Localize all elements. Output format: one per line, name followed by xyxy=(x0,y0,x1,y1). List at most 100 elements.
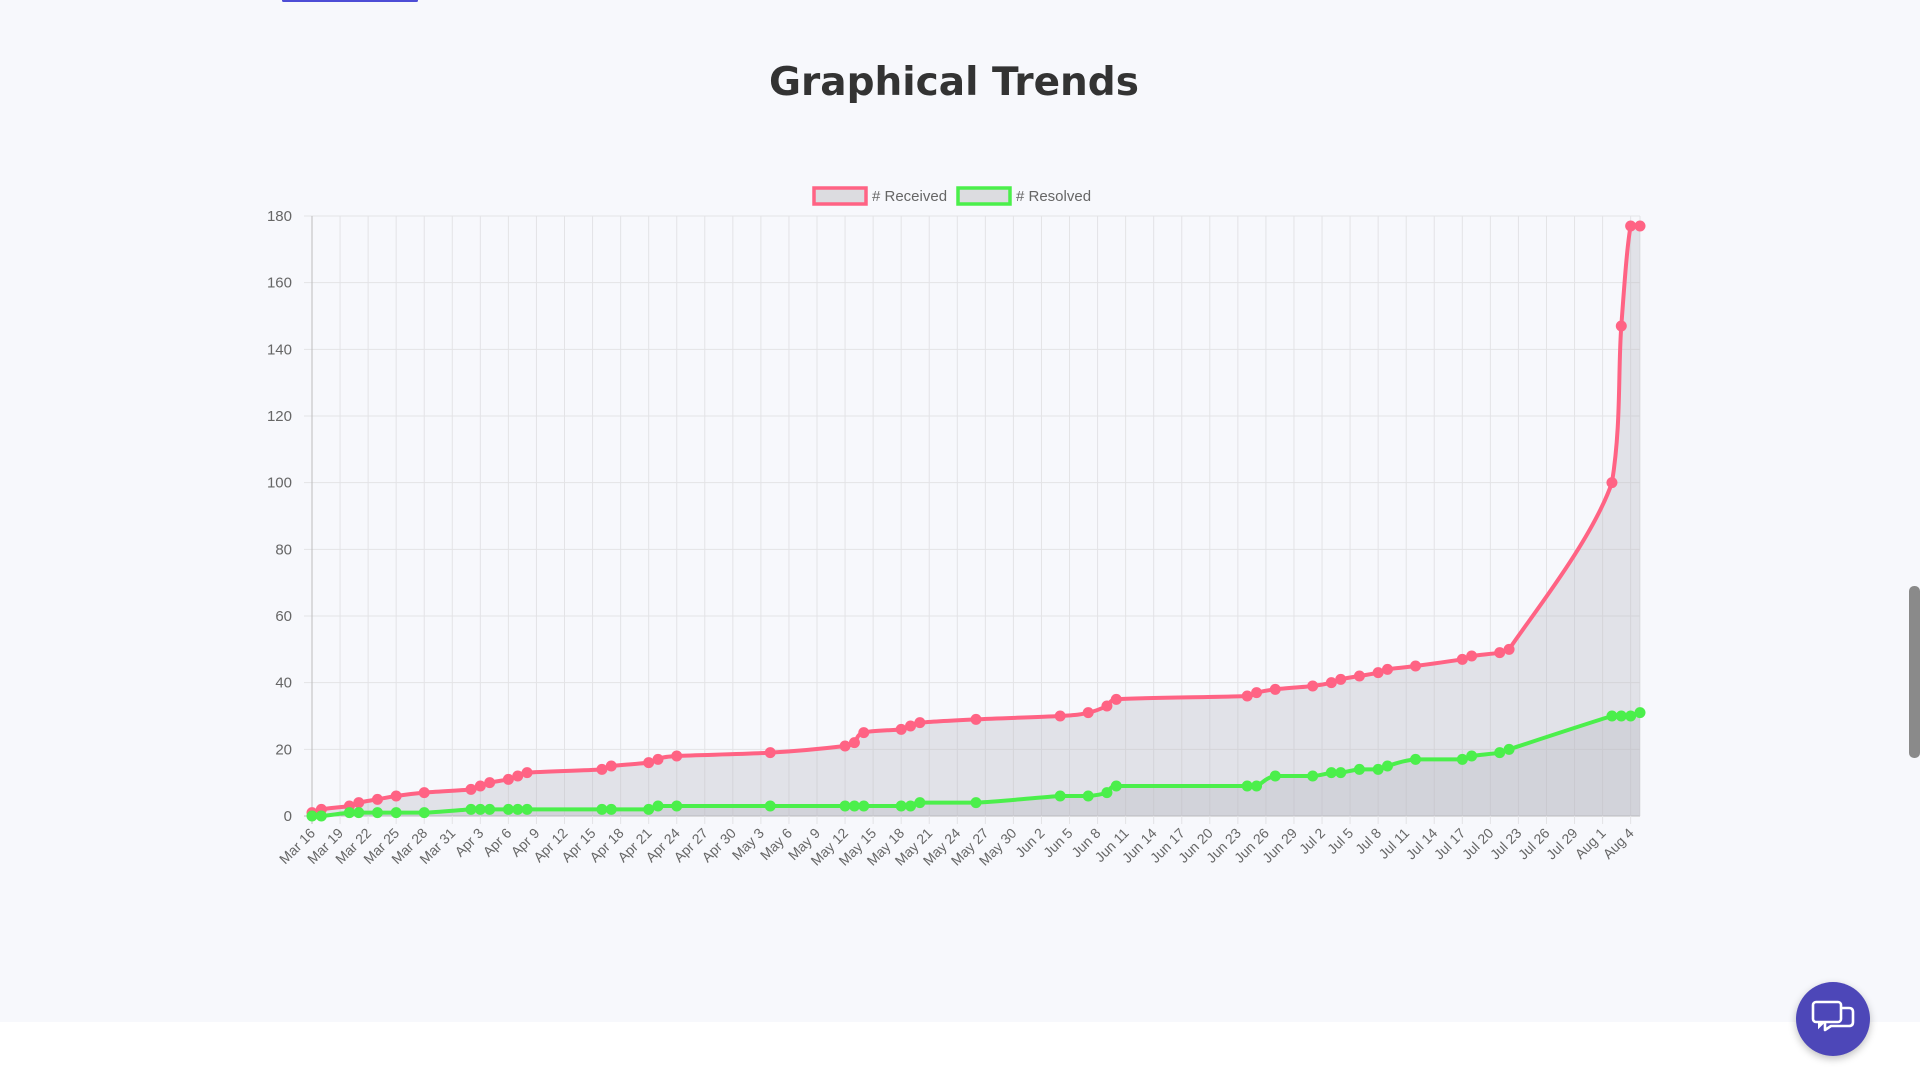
data-point-resolved xyxy=(858,800,870,812)
data-point-received xyxy=(1101,700,1113,712)
data-point-resolved xyxy=(596,803,608,815)
data-point-resolved xyxy=(1307,770,1319,782)
data-point-received xyxy=(1615,320,1627,332)
data-point-resolved xyxy=(1466,750,1478,762)
data-point-received xyxy=(764,747,776,759)
data-point-received xyxy=(1307,680,1319,692)
data-point-resolved xyxy=(390,807,402,819)
y-axis: 0 20 40 60 80 100 120 140 160 180 xyxy=(267,208,292,825)
scrollbar-thumb[interactable] xyxy=(1909,586,1920,758)
data-point-resolved xyxy=(306,810,318,822)
chat-button[interactable] xyxy=(1796,982,1870,1056)
y-tick-label: 20 xyxy=(275,741,292,758)
data-point-received xyxy=(484,777,496,789)
data-point-received xyxy=(1494,647,1506,659)
data-point-resolved xyxy=(914,797,926,809)
x-tick-label: Apr 3 xyxy=(451,825,486,860)
data-point-received xyxy=(1466,650,1478,662)
data-point-resolved xyxy=(512,803,524,815)
data-point-received xyxy=(502,773,514,785)
data-point-received xyxy=(474,780,486,792)
data-point-received xyxy=(652,753,664,765)
x-tick-label: Jul 2 xyxy=(1296,825,1328,857)
y-tick-label: 40 xyxy=(275,675,292,692)
data-point-received xyxy=(643,757,655,769)
data-point-received xyxy=(1410,660,1422,672)
chat-bubbles-icon xyxy=(1811,1000,1855,1032)
chart-series xyxy=(306,220,1646,822)
data-point-resolved xyxy=(1494,747,1506,759)
data-point-received xyxy=(1110,693,1122,705)
data-point-received xyxy=(1054,710,1066,722)
x-tick-label: Jul 26 xyxy=(1515,825,1553,863)
data-point-resolved xyxy=(1054,790,1066,802)
trends-chart: # Received # Resolved 0 20 40 60 80 100 120 140 1… xyxy=(267,186,1646,869)
data-point-resolved xyxy=(1082,790,1094,802)
y-tick-label: 0 xyxy=(284,808,292,825)
data-point-received xyxy=(1381,663,1393,675)
data-point-resolved xyxy=(1606,710,1618,722)
data-point-resolved xyxy=(315,810,327,822)
y-tick-label: 140 xyxy=(267,341,292,358)
chart-legend: # Received # Resolved xyxy=(812,186,1091,206)
y-tick-label: 120 xyxy=(267,408,292,425)
data-point-resolved xyxy=(465,803,477,815)
data-point-resolved xyxy=(895,800,907,812)
data-point-received xyxy=(1634,220,1646,232)
data-point-received xyxy=(1251,687,1263,699)
data-point-resolved xyxy=(1503,743,1515,755)
data-point-resolved xyxy=(1101,787,1113,799)
data-point-received xyxy=(1503,643,1515,655)
x-tick-label: Aug 4 xyxy=(1600,825,1637,862)
x-tick-label: Jul 23 xyxy=(1487,825,1525,863)
data-point-resolved xyxy=(343,807,355,819)
data-point-received xyxy=(905,720,917,732)
data-point-resolved xyxy=(484,803,496,815)
y-tick-label: 100 xyxy=(267,475,292,492)
data-point-resolved xyxy=(671,800,683,812)
data-point-resolved xyxy=(839,800,851,812)
y-tick-label: 180 xyxy=(267,208,292,225)
data-point-received xyxy=(1335,673,1347,685)
data-point-resolved xyxy=(764,800,776,812)
y-tick-label: 60 xyxy=(275,608,292,625)
data-point-received xyxy=(353,797,365,809)
data-point-received xyxy=(390,790,402,802)
data-point-received xyxy=(418,787,430,799)
data-point-resolved xyxy=(1410,753,1422,765)
data-point-received xyxy=(914,717,926,729)
top-link-underline[interactable] xyxy=(282,0,418,2)
data-point-received xyxy=(1082,707,1094,719)
data-point-received xyxy=(970,713,982,725)
data-point-received xyxy=(1353,670,1365,682)
x-tick-label: Jul 29 xyxy=(1543,825,1581,863)
data-point-resolved xyxy=(1625,710,1637,722)
data-point-resolved xyxy=(418,807,430,819)
data-point-received xyxy=(839,740,851,752)
data-point-resolved xyxy=(1353,763,1365,775)
data-point-resolved xyxy=(474,803,486,815)
x-tick-label: Jul 20 xyxy=(1459,825,1497,863)
legend-swatch-received xyxy=(812,186,868,206)
data-point-received xyxy=(1241,690,1253,702)
data-point-resolved xyxy=(1634,707,1646,719)
data-point-received xyxy=(465,783,477,795)
footer-area xyxy=(0,1022,1920,1080)
data-point-received xyxy=(1372,667,1384,679)
y-tick-label: 160 xyxy=(267,275,292,292)
x-tick-label: Jun 2 xyxy=(1012,825,1048,861)
legend-label-received: # Received xyxy=(872,188,947,205)
chart-grid xyxy=(304,215,1641,824)
series-area-received xyxy=(312,226,1640,816)
x-tick-label: Jul 5 xyxy=(1324,825,1356,857)
data-point-resolved xyxy=(652,800,664,812)
data-point-resolved xyxy=(1325,767,1337,779)
data-point-received xyxy=(1606,477,1618,489)
data-point-resolved xyxy=(1269,770,1281,782)
data-point-resolved xyxy=(643,803,655,815)
data-point-resolved xyxy=(848,800,860,812)
data-point-resolved xyxy=(353,807,365,819)
data-point-received xyxy=(512,770,524,782)
data-point-resolved xyxy=(905,800,917,812)
